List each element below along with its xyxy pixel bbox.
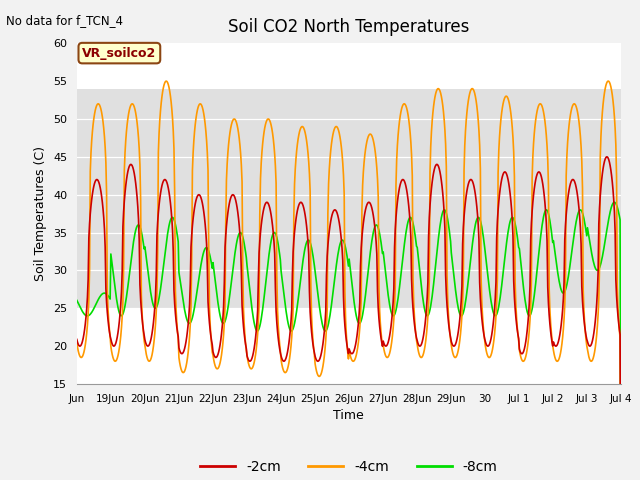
- X-axis label: Time: Time: [333, 409, 364, 422]
- Legend: -2cm, -4cm, -8cm: -2cm, -4cm, -8cm: [195, 454, 503, 480]
- Text: No data for f_TCN_4: No data for f_TCN_4: [6, 14, 124, 27]
- Title: Soil CO2 North Temperatures: Soil CO2 North Temperatures: [228, 18, 470, 36]
- Bar: [77, 89, 621, 308]
- Y-axis label: Soil Temperatures (C): Soil Temperatures (C): [35, 146, 47, 281]
- Text: VR_soilco2: VR_soilco2: [82, 47, 157, 60]
